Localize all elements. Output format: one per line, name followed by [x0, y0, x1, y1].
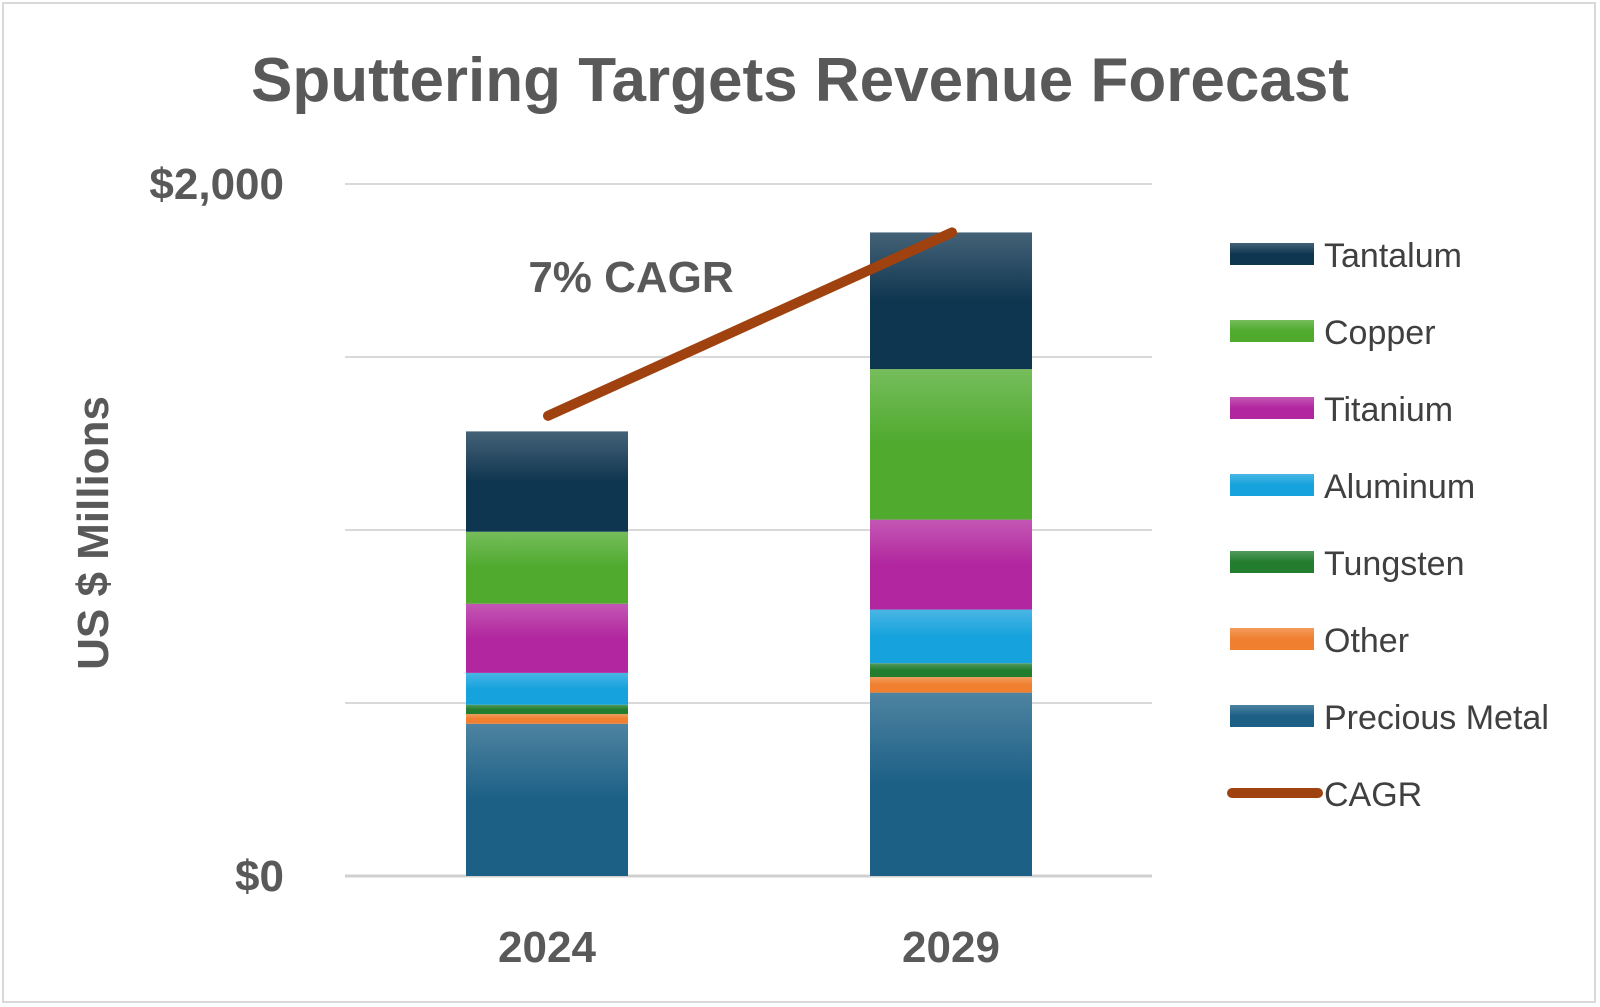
legend-label: Precious Metal	[1324, 699, 1549, 737]
y-tick-label: $0	[235, 852, 284, 901]
chart-title: Sputtering Targets Revenue Forecast	[251, 46, 1349, 115]
bar-segment-precious-metal-2024	[466, 723, 628, 876]
x-tick-label: 2024	[498, 923, 596, 972]
bar-segment-titanium-2029	[870, 519, 1032, 610]
legend-swatch-tungsten	[1230, 551, 1314, 573]
bar-segment-tantalum-2024	[466, 431, 628, 532]
bars	[466, 232, 1032, 876]
legend-swatch-tantalum	[1230, 243, 1314, 265]
bar-segment-tungsten-2024	[466, 704, 628, 715]
legend-swatch-aluminum	[1230, 474, 1314, 496]
bar-segment-tantalum-2029	[870, 232, 1032, 370]
bar-segment-copper-2024	[466, 531, 628, 604]
bar-segment-aluminum-2024	[466, 672, 628, 705]
legend-label: Aluminum	[1324, 468, 1475, 506]
cagr-annotation: 7% CAGR	[528, 253, 733, 302]
bar-segment-titanium-2024	[466, 603, 628, 673]
legend: Tantalum Copper Titanium Aluminum Tungsten Ot…	[1227, 237, 1549, 814]
cagr-line	[543, 227, 957, 421]
x-tick-label: 2029	[902, 923, 1000, 972]
legend-label: Tantalum	[1324, 237, 1462, 275]
legend-label: Copper	[1324, 314, 1436, 352]
bar-segment-tungsten-2029	[870, 663, 1032, 678]
y-tick-labels: $0 $2,000	[149, 160, 284, 901]
legend-swatch-precious-metal	[1230, 705, 1314, 727]
cagr-line-group	[543, 227, 957, 421]
legend-swatch-titanium	[1230, 397, 1314, 419]
legend-swatch-other	[1230, 628, 1314, 650]
legend-swatch-copper	[1230, 320, 1314, 342]
bar-segment-other-2024	[466, 714, 628, 724]
legend-label: Other	[1324, 622, 1409, 660]
bar-segment-copper-2029	[870, 369, 1032, 520]
legend-label: Tungsten	[1324, 545, 1465, 583]
legend-label: CAGR	[1324, 776, 1422, 814]
bar-segment-precious-metal-2029	[870, 692, 1032, 876]
bar-segment-other-2029	[870, 677, 1032, 693]
x-tick-labels: 2024 2029	[498, 923, 1000, 972]
bar-segment-aluminum-2029	[870, 609, 1032, 664]
y-tick-label: $2,000	[149, 160, 284, 209]
y-axis-label: US $ Millions	[69, 396, 118, 670]
legend-label: Titanium	[1324, 391, 1453, 429]
